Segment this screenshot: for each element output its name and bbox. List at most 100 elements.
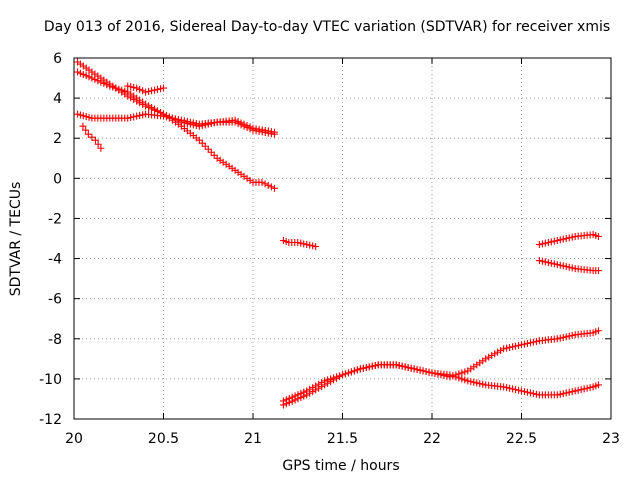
data-point [500, 345, 508, 353]
x-tick-label: 20.5 [148, 431, 179, 447]
data-point [482, 355, 490, 363]
data-point [538, 240, 546, 248]
x-tick-label: 21.5 [327, 431, 358, 447]
data-point [139, 111, 147, 119]
data-point [506, 384, 514, 392]
data-point [431, 370, 439, 378]
data-point [249, 124, 257, 132]
data-point [404, 364, 412, 372]
y-tick-label: -2 [48, 211, 62, 227]
data-point [312, 382, 320, 390]
y-tick-label: 0 [53, 171, 62, 187]
data-point [258, 126, 266, 134]
data-point [550, 260, 558, 268]
data-point [562, 263, 570, 271]
data-point [157, 85, 165, 93]
data-point [365, 363, 373, 371]
data-point [515, 386, 523, 394]
data-point [333, 373, 341, 381]
data-point [467, 378, 475, 386]
data-point [526, 389, 534, 397]
data-point [562, 333, 570, 341]
x-tick-label: 20 [65, 431, 83, 447]
data-point [368, 362, 376, 370]
data-point [553, 261, 561, 269]
data-point [416, 366, 424, 374]
data-point [559, 235, 567, 243]
data-point [177, 116, 185, 124]
data-point [529, 338, 537, 346]
data-point [518, 341, 525, 349]
data-point [312, 243, 320, 251]
series-track-j [535, 257, 602, 275]
data-point [133, 84, 141, 92]
data-point [231, 116, 239, 124]
data-point [160, 84, 167, 92]
data-point [538, 257, 546, 265]
data-point [434, 370, 442, 378]
data-point [512, 386, 520, 394]
data-point [398, 362, 406, 370]
data-point [127, 83, 135, 91]
x-tick-label: 21 [244, 431, 262, 447]
data-point [300, 240, 308, 248]
data-point [279, 397, 287, 405]
x-tick-label: 22.5 [506, 431, 537, 447]
data-point [79, 122, 87, 130]
y-tick-label: -8 [48, 332, 62, 348]
data-point [124, 82, 132, 90]
data-point [353, 366, 361, 374]
data-point [586, 384, 594, 392]
data-point [535, 241, 543, 249]
data-point [577, 386, 585, 394]
data-point [162, 113, 170, 121]
data-point [583, 384, 591, 392]
x-tick-label: 23 [602, 431, 620, 447]
data-point [565, 234, 573, 242]
data-point [371, 362, 379, 370]
data-point [562, 389, 570, 397]
data-point [410, 365, 418, 373]
data-point [356, 365, 364, 373]
data-point [210, 151, 218, 159]
data-point [246, 123, 254, 131]
series-track-c [74, 110, 278, 136]
data-point [512, 342, 520, 350]
data-point [452, 371, 460, 379]
data-point [594, 381, 602, 389]
data-point [568, 233, 576, 241]
data-point [509, 385, 517, 393]
data-point [553, 237, 561, 245]
data-point [285, 394, 293, 402]
data-point [458, 375, 466, 383]
data-point [449, 372, 457, 380]
data-point [309, 384, 317, 392]
data-point [309, 242, 317, 250]
data-point [529, 390, 537, 398]
data-point [142, 100, 150, 108]
data-point [565, 332, 573, 340]
data-point [297, 239, 305, 247]
data-point [303, 387, 311, 395]
data-point [160, 112, 167, 120]
data-point [297, 389, 305, 397]
data-point [136, 111, 144, 119]
data-point [106, 82, 114, 90]
data-point [94, 140, 102, 148]
data-point [571, 387, 579, 395]
axis-ticks [73, 57, 612, 420]
data-point [258, 178, 266, 186]
data-point [473, 379, 481, 387]
series-track-h [279, 327, 602, 405]
data-point [207, 148, 215, 156]
data-point [556, 390, 564, 398]
data-point [476, 380, 484, 388]
data-point [300, 388, 308, 396]
data-point [544, 239, 552, 247]
data-point [547, 259, 555, 267]
data-point [180, 117, 188, 125]
data-point [568, 331, 576, 339]
data-point [440, 372, 448, 380]
data-point [124, 114, 132, 122]
